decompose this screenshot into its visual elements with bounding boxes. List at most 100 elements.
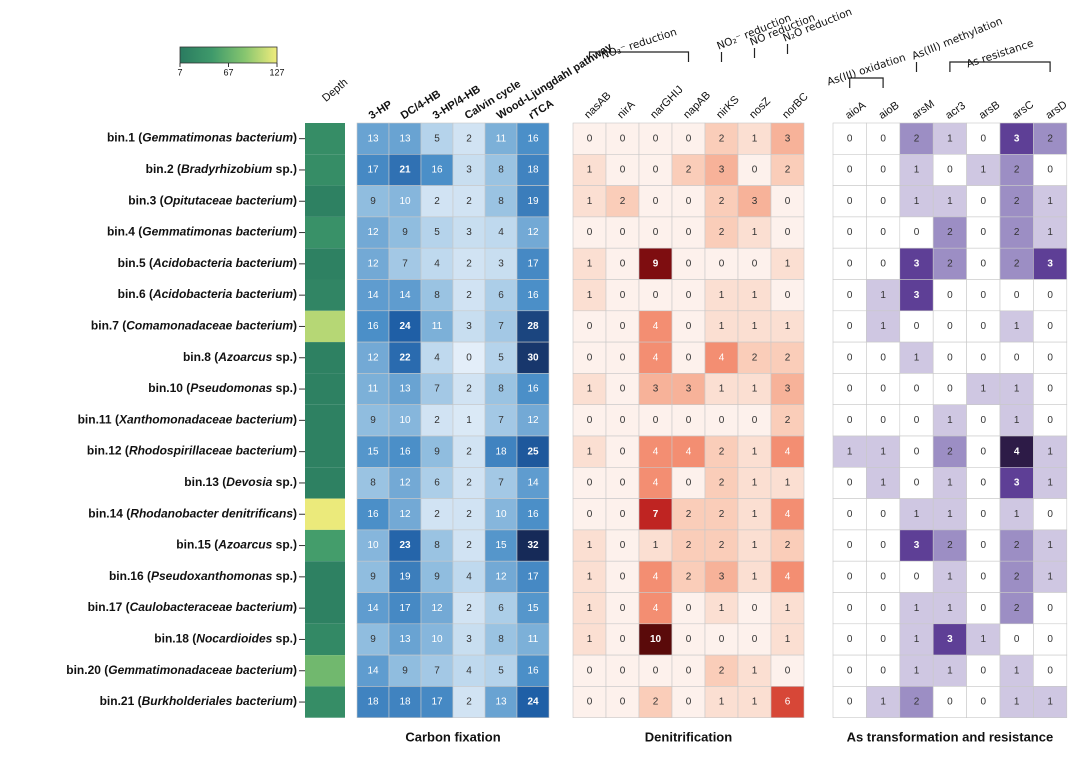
heat-cell xyxy=(420,686,454,719)
cell-value: 11 xyxy=(368,384,379,395)
cell-value: 16 xyxy=(367,509,379,520)
heat-cell xyxy=(832,560,867,593)
cell-value: 2 xyxy=(620,196,626,207)
cell-value: 0 xyxy=(981,665,987,676)
cell-value: 1 xyxy=(587,446,593,457)
cell-value: 2 xyxy=(466,697,472,708)
cell-value: 0 xyxy=(1047,603,1053,614)
cell-value: 0 xyxy=(947,384,953,395)
heat-cell xyxy=(671,185,706,218)
cell-value: 4 xyxy=(686,446,692,457)
cell-value: 2 xyxy=(785,352,791,363)
heat-cell xyxy=(420,466,454,499)
heat-cell xyxy=(671,560,706,593)
cell-value: 1 xyxy=(947,603,953,614)
heat-cell xyxy=(638,122,673,155)
heat-cell xyxy=(966,466,1001,499)
cell-value: 0 xyxy=(981,196,987,207)
cell-value: 2 xyxy=(1014,540,1020,551)
heat-cell xyxy=(638,654,673,687)
group-label: As(III) oxidation xyxy=(826,52,908,89)
heat-cell xyxy=(638,466,673,499)
heat-cell xyxy=(516,216,550,249)
cell-value: 1 xyxy=(947,571,953,582)
cell-value: 1 xyxy=(880,290,886,301)
cell-value: 0 xyxy=(653,665,659,676)
column-header: 3-HP xyxy=(367,99,395,122)
cell-value: 0 xyxy=(847,290,853,301)
cell-value: 0 xyxy=(914,446,920,457)
cell-value: 0 xyxy=(686,603,692,614)
cell-value: 4 xyxy=(498,227,504,238)
row-label: bin.17 (Caulobacteraceae bacterium) xyxy=(88,600,297,614)
heat-cell xyxy=(452,686,486,719)
heat-cell xyxy=(452,247,486,280)
cell-value: 8 xyxy=(498,634,504,645)
heat-cell xyxy=(671,247,706,280)
heat-cell xyxy=(999,247,1034,280)
cell-value: 2 xyxy=(785,415,791,426)
row-label: bin.10 (Pseudomonas sp.) xyxy=(148,381,297,395)
cell-value: 0 xyxy=(752,258,758,269)
cell-value: 0 xyxy=(880,352,886,363)
heat-cell xyxy=(866,623,901,656)
cell-value: 0 xyxy=(466,352,472,363)
heat-cell xyxy=(484,592,518,625)
cell-value: 0 xyxy=(620,321,626,332)
heat-cell xyxy=(452,373,486,405)
cell-value: 0 xyxy=(880,634,886,645)
heat-cell xyxy=(866,686,901,719)
cell-value: 0 xyxy=(719,415,725,426)
cell-value: 4 xyxy=(785,571,791,582)
cell-value: 4 xyxy=(653,321,659,332)
heat-cell xyxy=(671,654,706,687)
cell-value: 1 xyxy=(847,446,853,457)
cell-value: 1 xyxy=(752,227,758,238)
row-label: bin.7 (Comamonadaceae bacterium) xyxy=(91,319,297,333)
cell-value: 0 xyxy=(947,290,953,301)
cell-value: 0 xyxy=(880,603,886,614)
row-label: bin.3 (Opitutaceae bacterium) xyxy=(128,193,297,207)
heat-cell xyxy=(966,341,1001,374)
cell-value: 1 xyxy=(785,478,791,489)
heat-cell xyxy=(516,247,550,280)
cell-value: 0 xyxy=(620,540,626,551)
heat-cell xyxy=(388,154,422,186)
cell-value: 16 xyxy=(399,446,411,457)
column-header: narGHIJ xyxy=(648,84,685,121)
cell-value: 1 xyxy=(1014,321,1020,332)
cell-value: 0 xyxy=(981,321,987,332)
cell-value: 0 xyxy=(847,571,853,582)
cell-value: 4 xyxy=(785,509,791,520)
heat-cell xyxy=(899,466,934,499)
cell-value: 2 xyxy=(686,540,692,551)
cell-value: 0 xyxy=(981,133,987,144)
heat-cell xyxy=(516,498,550,531)
cell-value: 0 xyxy=(587,415,593,426)
heat-cell xyxy=(516,592,550,625)
group-bracket xyxy=(849,77,884,88)
cell-value: 0 xyxy=(1047,665,1053,676)
cell-value: 1 xyxy=(785,321,791,332)
cell-value: 8 xyxy=(498,196,504,207)
cell-value: 0 xyxy=(686,227,692,238)
heat-cell xyxy=(770,154,805,186)
heat-cell xyxy=(866,404,901,437)
cell-value: 1 xyxy=(947,133,953,144)
heat-cell xyxy=(516,404,550,437)
heat-cell xyxy=(737,122,772,155)
cell-value: 2 xyxy=(434,196,440,207)
heat-cell xyxy=(737,310,772,343)
cell-value: 1 xyxy=(880,478,886,489)
cell-value: 0 xyxy=(914,384,920,395)
heat-cell xyxy=(770,404,805,437)
heat-cell xyxy=(356,279,390,312)
cell-value: 1 xyxy=(587,165,593,176)
column-header: arsC xyxy=(1010,99,1036,122)
heat-cell xyxy=(1033,435,1068,468)
heat-cell xyxy=(999,279,1034,312)
cell-value: 0 xyxy=(587,697,593,708)
cell-value: 1 xyxy=(1047,478,1053,489)
heat-cell xyxy=(572,529,607,562)
cell-value: 0 xyxy=(847,478,853,489)
